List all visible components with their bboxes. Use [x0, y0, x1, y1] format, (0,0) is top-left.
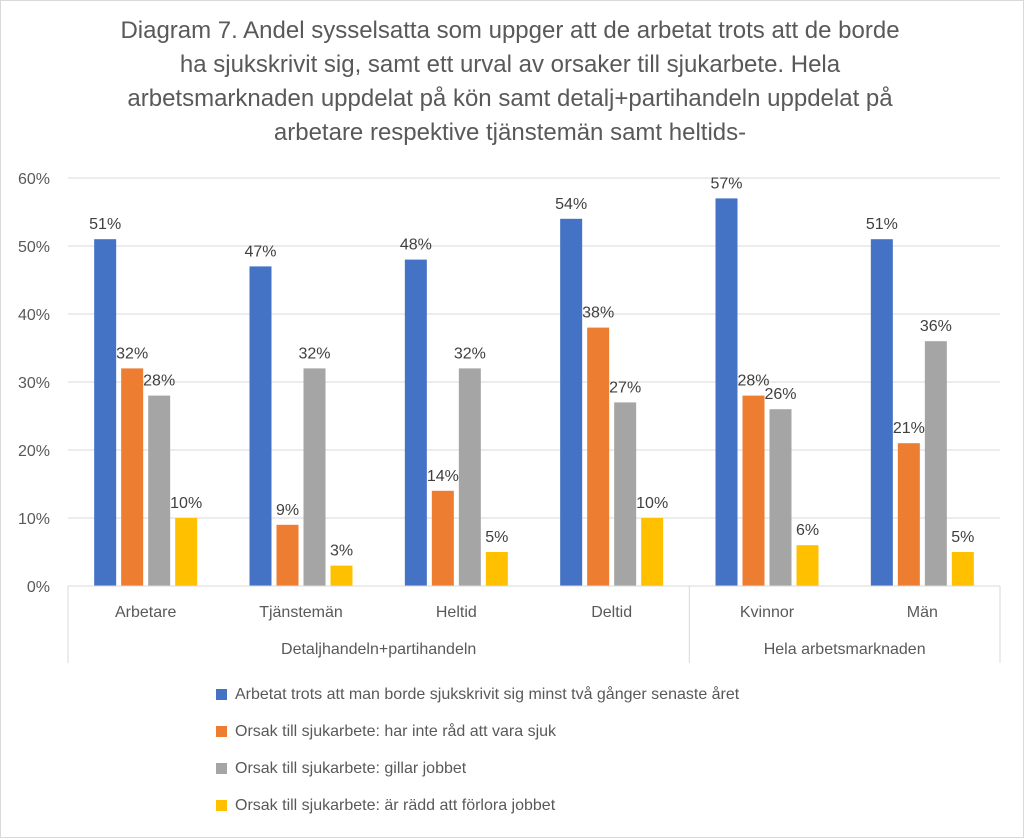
- bar: [175, 518, 198, 586]
- data-label: 28%: [143, 373, 175, 390]
- data-label: 48%: [400, 237, 432, 254]
- data-label: 14%: [427, 468, 459, 485]
- y-tick-label: 50%: [18, 239, 50, 256]
- bar: [951, 552, 974, 586]
- bar: [458, 368, 481, 586]
- data-label: 3%: [330, 543, 353, 560]
- legend-label: Orsak till sjukarbete: gillar jobbet: [235, 759, 467, 777]
- bar: [897, 443, 920, 586]
- bar: [587, 327, 610, 586]
- legend-swatch: [216, 689, 227, 700]
- data-label: 6%: [796, 522, 819, 539]
- data-label: 10%: [170, 495, 202, 512]
- y-tick-label: 20%: [18, 443, 50, 460]
- bar: [870, 239, 893, 586]
- legend-label: Arbetat trots att man borde sjukskrivit …: [235, 685, 740, 703]
- legend-swatch: [216, 726, 227, 737]
- bar: [641, 518, 664, 586]
- legend-label: Orsak till sjukarbete: har inte råd att …: [235, 722, 557, 740]
- data-label: 9%: [276, 502, 299, 519]
- bar: [715, 198, 738, 586]
- bar: [431, 490, 454, 586]
- data-label: 10%: [636, 495, 668, 512]
- x-category-label: Heltid: [436, 604, 477, 621]
- data-label: 32%: [116, 345, 148, 362]
- data-label: 27%: [609, 379, 641, 396]
- chart-title: Diagram 7. Andel sysselsatta som uppger …: [120, 17, 900, 146]
- bar: [742, 395, 765, 586]
- bar: [796, 545, 819, 586]
- bar: [485, 552, 508, 586]
- data-label: 51%: [866, 216, 898, 233]
- bar: [249, 266, 272, 586]
- bar: [769, 409, 792, 586]
- data-label: 5%: [951, 529, 974, 546]
- bar: [330, 565, 353, 586]
- data-label: 28%: [737, 373, 769, 390]
- data-label: 32%: [454, 345, 486, 362]
- group-label: Hela arbetsmarknaden: [764, 641, 926, 658]
- x-category-label: Tjänstemän: [259, 604, 343, 621]
- bar: [148, 395, 171, 586]
- legend-item: Orsak till sjukarbete: gillar jobbet: [216, 750, 739, 787]
- data-label: 21%: [893, 420, 925, 437]
- legend-swatch: [216, 763, 227, 774]
- legend-item: Orsak till sjukarbete: har inte råd att …: [216, 713, 739, 750]
- legend-label: Orsak till sjukarbete: är rädd att förlo…: [235, 796, 556, 814]
- bar: [404, 259, 427, 586]
- chart-legend: Arbetat trots att man borde sjukskrivit …: [216, 676, 739, 824]
- bar: [303, 368, 326, 586]
- x-category-label: Män: [907, 604, 938, 621]
- legend-item: Orsak till sjukarbete: är rädd att förlo…: [216, 787, 739, 824]
- x-category-label: Kvinnor: [740, 604, 795, 621]
- x-category-label: Deltid: [591, 604, 632, 621]
- bar: [614, 402, 637, 586]
- bar: [560, 218, 583, 587]
- data-label: 26%: [764, 386, 796, 403]
- legend-item: Arbetat trots att man borde sjukskrivit …: [216, 676, 739, 713]
- y-tick-label: 0%: [27, 579, 50, 596]
- bar: [121, 368, 144, 586]
- y-tick-label: 10%: [18, 511, 50, 528]
- legend-swatch: [216, 800, 227, 811]
- data-label: 36%: [920, 318, 952, 335]
- data-label: 47%: [244, 243, 276, 260]
- data-label: 5%: [485, 529, 508, 546]
- data-label: 51%: [89, 216, 121, 233]
- bar: [924, 341, 947, 586]
- y-tick-label: 60%: [18, 171, 50, 188]
- y-tick-label: 30%: [18, 375, 50, 392]
- data-label: 32%: [298, 345, 330, 362]
- group-label: Detaljhandeln+partihandeln: [281, 641, 476, 658]
- y-tick-label: 40%: [18, 307, 50, 324]
- data-label: 38%: [582, 305, 614, 322]
- bar: [94, 239, 117, 586]
- data-label: 57%: [710, 175, 742, 192]
- x-category-label: Arbetare: [115, 604, 176, 621]
- data-label: 54%: [555, 196, 587, 213]
- bar: [276, 524, 299, 586]
